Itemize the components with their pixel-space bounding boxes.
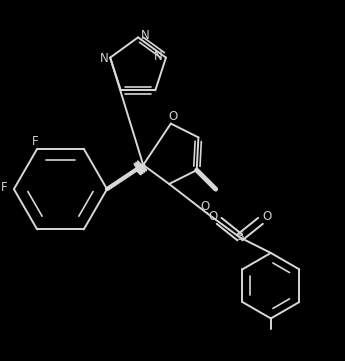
Text: O: O xyxy=(262,210,271,223)
Text: N: N xyxy=(100,52,108,65)
Text: N: N xyxy=(141,29,150,42)
Text: O: O xyxy=(208,210,218,223)
Text: F: F xyxy=(32,135,39,148)
Text: O: O xyxy=(168,110,177,123)
Text: S: S xyxy=(236,230,244,243)
Text: O: O xyxy=(201,200,210,213)
Text: N: N xyxy=(154,50,163,63)
Text: F: F xyxy=(1,181,8,194)
